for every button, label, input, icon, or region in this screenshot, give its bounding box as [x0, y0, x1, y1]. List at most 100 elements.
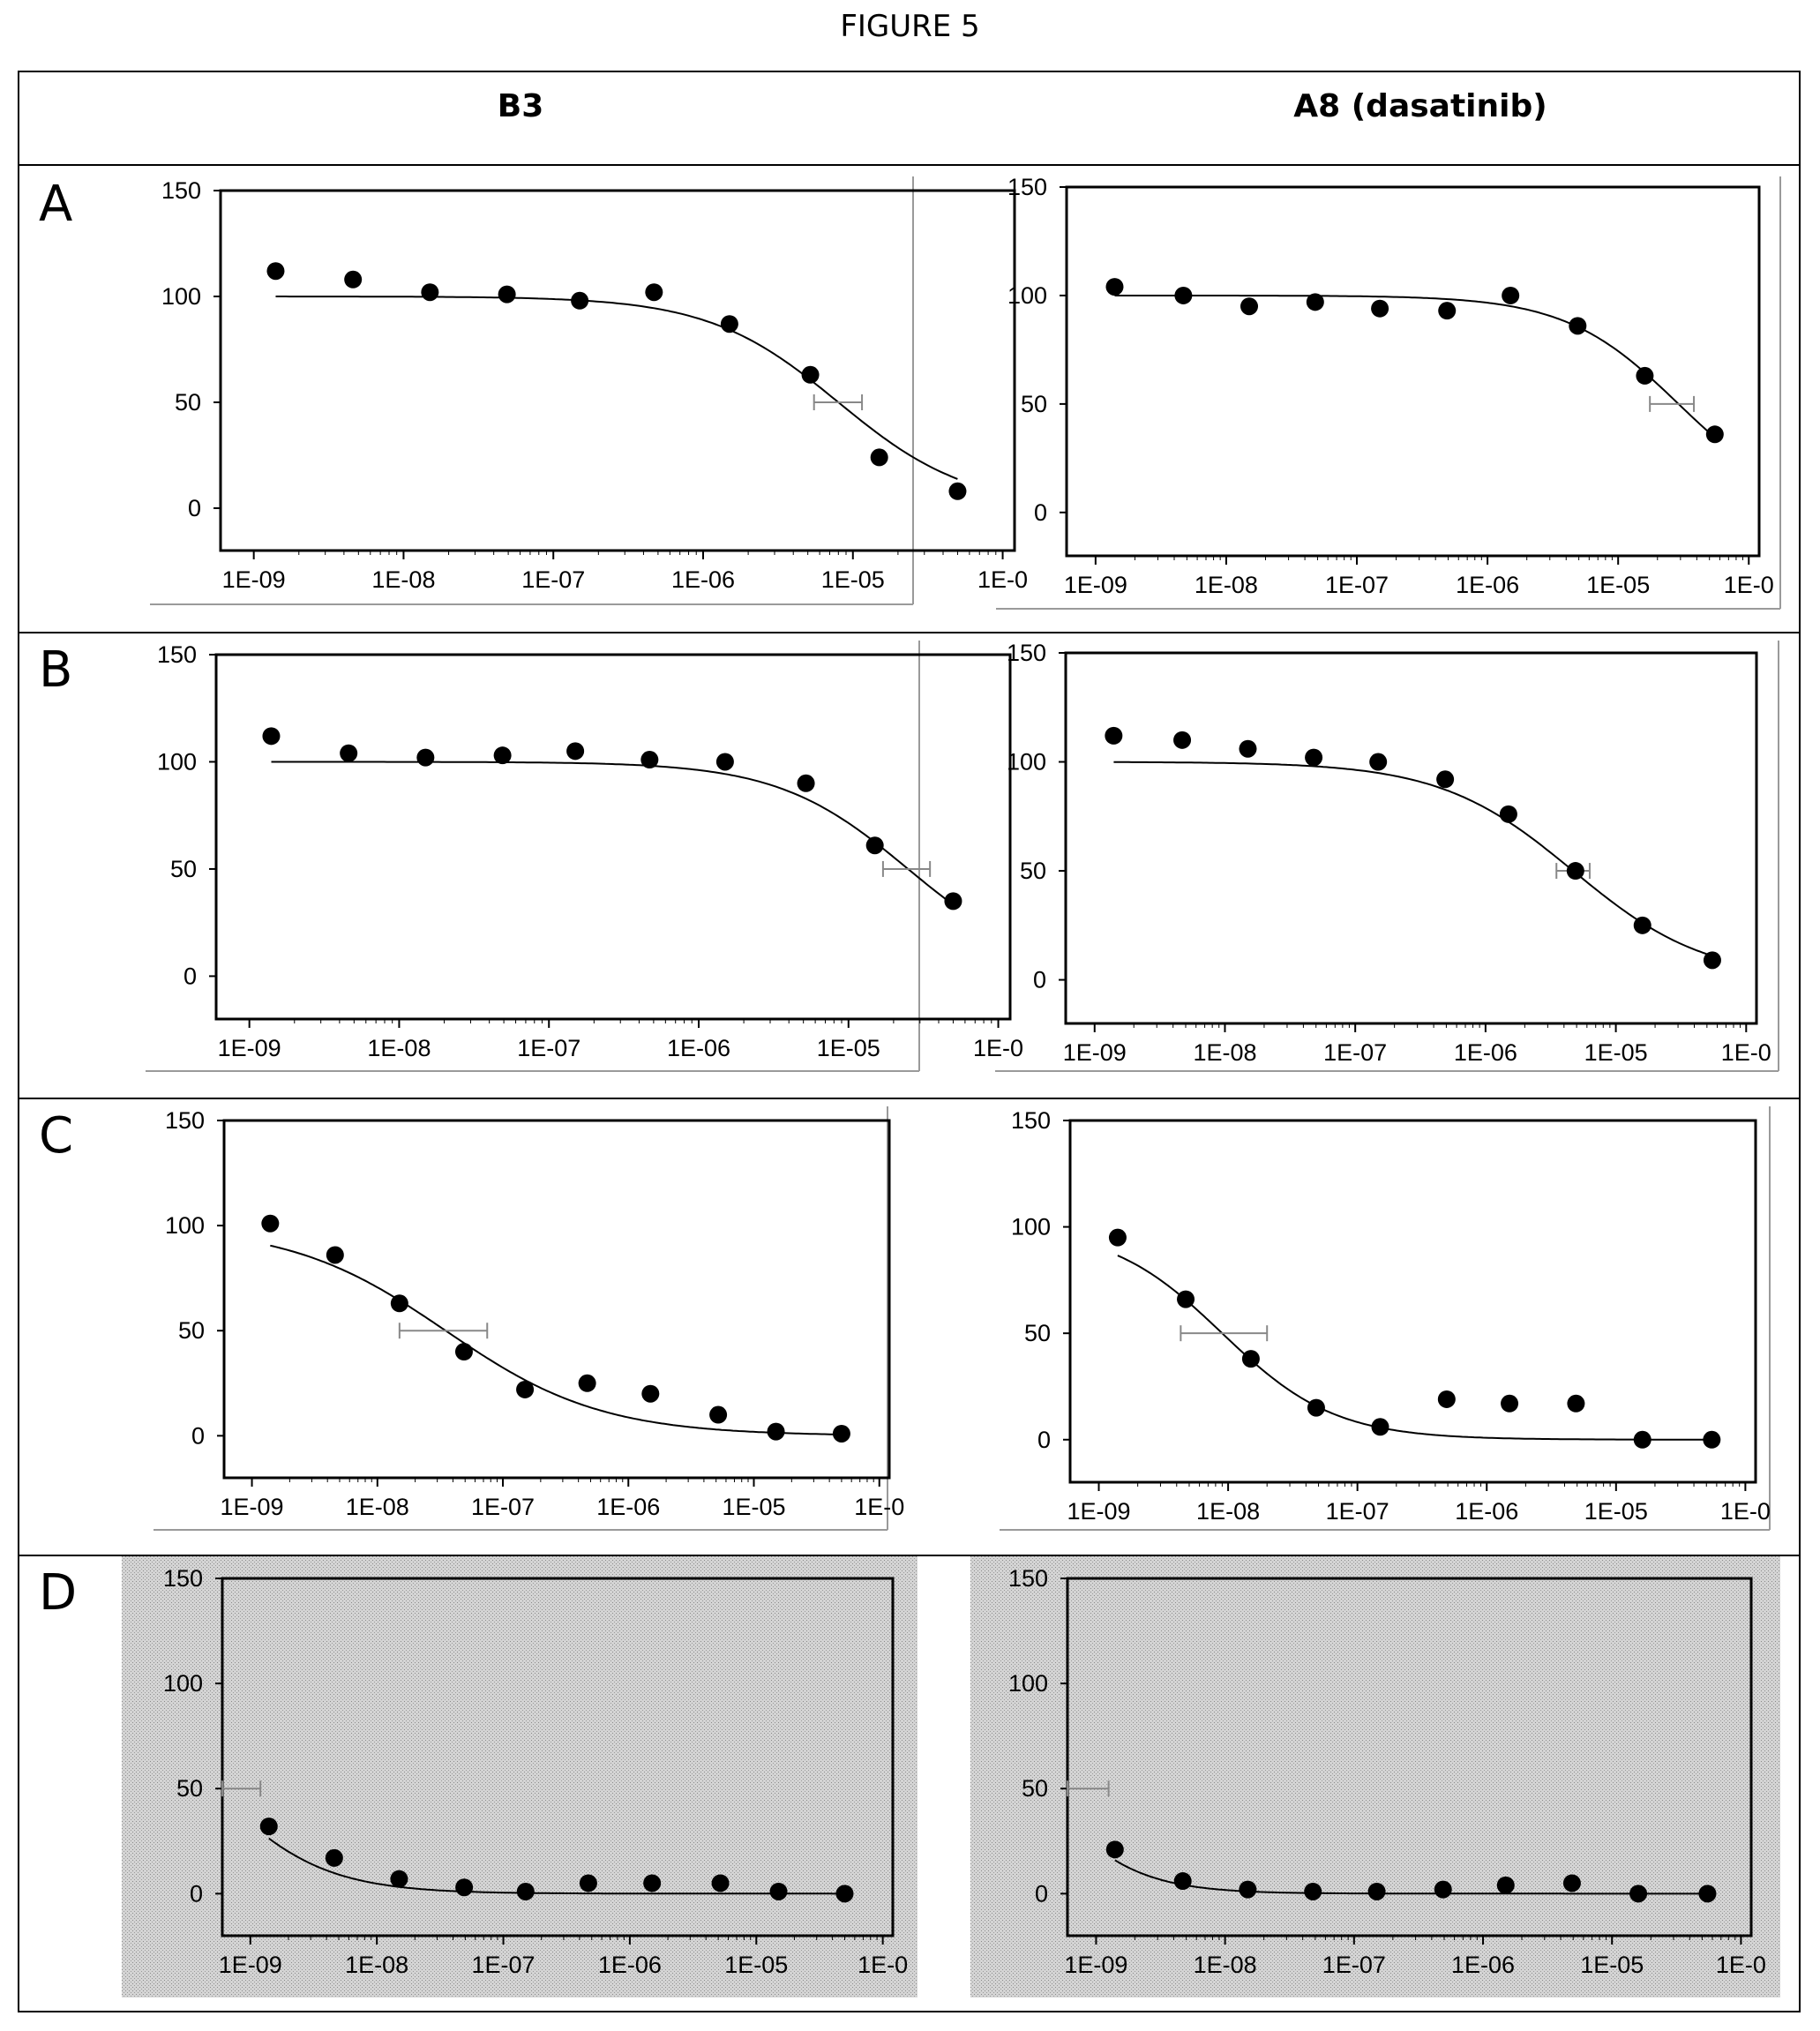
data-point [1434, 1880, 1452, 1899]
data-point [1306, 293, 1324, 311]
y-tick-label: 100 [163, 1670, 203, 1697]
x-tick-label: 1E-05 [722, 1494, 785, 1520]
data-point [1371, 299, 1389, 318]
data-point [715, 753, 734, 771]
x-tick-label: 1E-09 [222, 566, 286, 593]
data-point [1173, 1872, 1192, 1891]
plot-frame [219, 189, 1016, 552]
y-tick-label: 150 [1007, 640, 1046, 666]
plot-frame [221, 1577, 895, 1937]
data-point [1436, 770, 1455, 789]
x-tick-label: 1E-08 [346, 1494, 409, 1520]
x-tick-label: 1E-0 [1716, 1952, 1766, 1978]
x-tick-label: 1E-0 [1724, 572, 1774, 598]
x-tick-label: 1E-09 [1064, 1952, 1127, 1978]
chart-svg: 150 100 50 0 1E-09 1E-08 1E-07 1E-06 1E-05 1E-0 [146, 641, 1023, 1072]
y-tick-label: 0 [1033, 967, 1046, 993]
data-point [1499, 805, 1517, 823]
data-point [1705, 425, 1724, 444]
fit-curve [1117, 1255, 1712, 1441]
fit-curve [1113, 761, 1713, 957]
y-tick-label: 0 [1037, 1427, 1051, 1453]
chart-panel-a-a8: 150 100 50 0 1E-09 1E-08 1E-07 1E-06 1E-05 1E-0 [963, 173, 1784, 614]
y-tick-label: 150 [161, 177, 201, 204]
y-tick-label: 50 [1020, 858, 1046, 884]
fit-curve [1114, 295, 1716, 438]
data-point [1239, 1880, 1257, 1899]
data-point [266, 262, 285, 281]
chart-panel-a-b3: 150 100 50 0 1E-09 1E-08 1E-07 1E-06 1E-05 1E-0 [118, 173, 1028, 610]
data-point [455, 1878, 474, 1897]
x-tick-label: 1E-06 [598, 1952, 662, 1978]
chart-panel-b-a8: 150 100 50 0 1E-09 1E-08 1E-07 1E-06 1E-05 1E-0 [962, 637, 1782, 1076]
data-point [566, 742, 585, 761]
y-tick-label: 150 [1011, 1107, 1051, 1134]
data-point [1173, 731, 1192, 749]
chart-svg: 150 100 50 0 1E-09 1E-08 1E-07 1E-06 1E-05 1E-0 [122, 1556, 917, 1997]
data-point [516, 1380, 535, 1398]
chart-svg: 150 100 50 0 1E-09 1E-08 1E-07 1E-06 1E-05 1E-0 [150, 176, 1028, 605]
x-tick-label: 1E-08 [345, 1952, 408, 1978]
x-tick-label: 1E-0 [1721, 1039, 1771, 1066]
data-point [416, 748, 435, 767]
x-tick-label: 1E-0 [854, 1494, 904, 1520]
data-point [493, 746, 512, 765]
data-point [340, 744, 358, 762]
y-tick-label: 50 [1024, 1320, 1051, 1346]
data-point [1703, 1430, 1721, 1449]
data-point [1569, 317, 1587, 335]
data-point [262, 727, 281, 746]
data-point [261, 1214, 280, 1233]
data-point [326, 1246, 344, 1264]
data-point [1633, 1430, 1651, 1449]
y-tick-label: 0 [191, 1422, 205, 1449]
chart-panel-c-a8: 150 100 50 0 1E-09 1E-08 1E-07 1E-06 1E-05 1E-0 [970, 1103, 1773, 1535]
data-point [1636, 366, 1654, 385]
data-point [1105, 278, 1124, 296]
data-point [390, 1870, 408, 1888]
fit-curve [275, 296, 958, 480]
y-tick-label: 0 [1034, 499, 1047, 526]
x-tick-label: 1E-09 [1067, 1498, 1130, 1525]
y-tick-label: 0 [188, 495, 201, 521]
data-point [578, 1374, 596, 1392]
chart-svg: 150 100 50 0 1E-09 1E-08 1E-07 1E-06 1E-05 1E-0 [995, 640, 1779, 1072]
y-tick-label: 0 [183, 963, 197, 989]
fit-curve [268, 1837, 845, 1895]
x-tick-label: 1E-0 [977, 566, 1028, 593]
y-tick-label: 150 [163, 1565, 203, 1592]
chart-panel-d-b3: 150 100 50 0 1E-09 1E-08 1E-07 1E-06 1E-05 1E-0 [122, 1556, 917, 1997]
y-tick-label: 50 [1021, 391, 1047, 417]
data-point [641, 1384, 660, 1403]
row-label-c: C [39, 1107, 74, 1165]
data-point [1305, 748, 1323, 767]
figure-table-border [18, 71, 1801, 2012]
y-tick-label: 150 [157, 641, 197, 668]
x-tick-label: 1E-06 [1454, 1039, 1517, 1066]
chart-panel-c-b3: 150 100 50 0 1E-09 1E-08 1E-07 1E-06 1E-05 1E-0 [124, 1103, 904, 1535]
row-label-b: B [39, 641, 73, 699]
x-tick-label: 1E-09 [1064, 572, 1127, 598]
data-point [769, 1882, 788, 1900]
y-tick-label: 100 [161, 283, 201, 310]
stippled-background [122, 1556, 917, 1997]
data-point [1698, 1885, 1717, 1903]
y-tick-label: 150 [165, 1107, 205, 1134]
data-point [645, 283, 663, 302]
data-point [767, 1422, 785, 1441]
data-point [1501, 1394, 1519, 1413]
y-tick-label: 100 [157, 748, 197, 775]
x-tick-label: 1E-0 [1720, 1498, 1771, 1525]
data-point [259, 1817, 278, 1836]
data-point [944, 892, 962, 911]
x-tick-label: 1E-06 [596, 1494, 660, 1520]
chart-svg: 150 100 50 0 1E-09 1E-08 1E-07 1E-06 1E-05 1E-0 [996, 174, 1781, 610]
x-tick-label: 1E-08 [1194, 1952, 1257, 1978]
data-point [1496, 1876, 1515, 1894]
data-point [797, 774, 815, 792]
x-tick-label: 1E-07 [1325, 572, 1389, 598]
y-tick-label: 50 [170, 856, 197, 882]
y-tick-label: 100 [1007, 282, 1047, 309]
data-point [1703, 951, 1721, 970]
y-tick-label: 100 [1007, 749, 1046, 776]
